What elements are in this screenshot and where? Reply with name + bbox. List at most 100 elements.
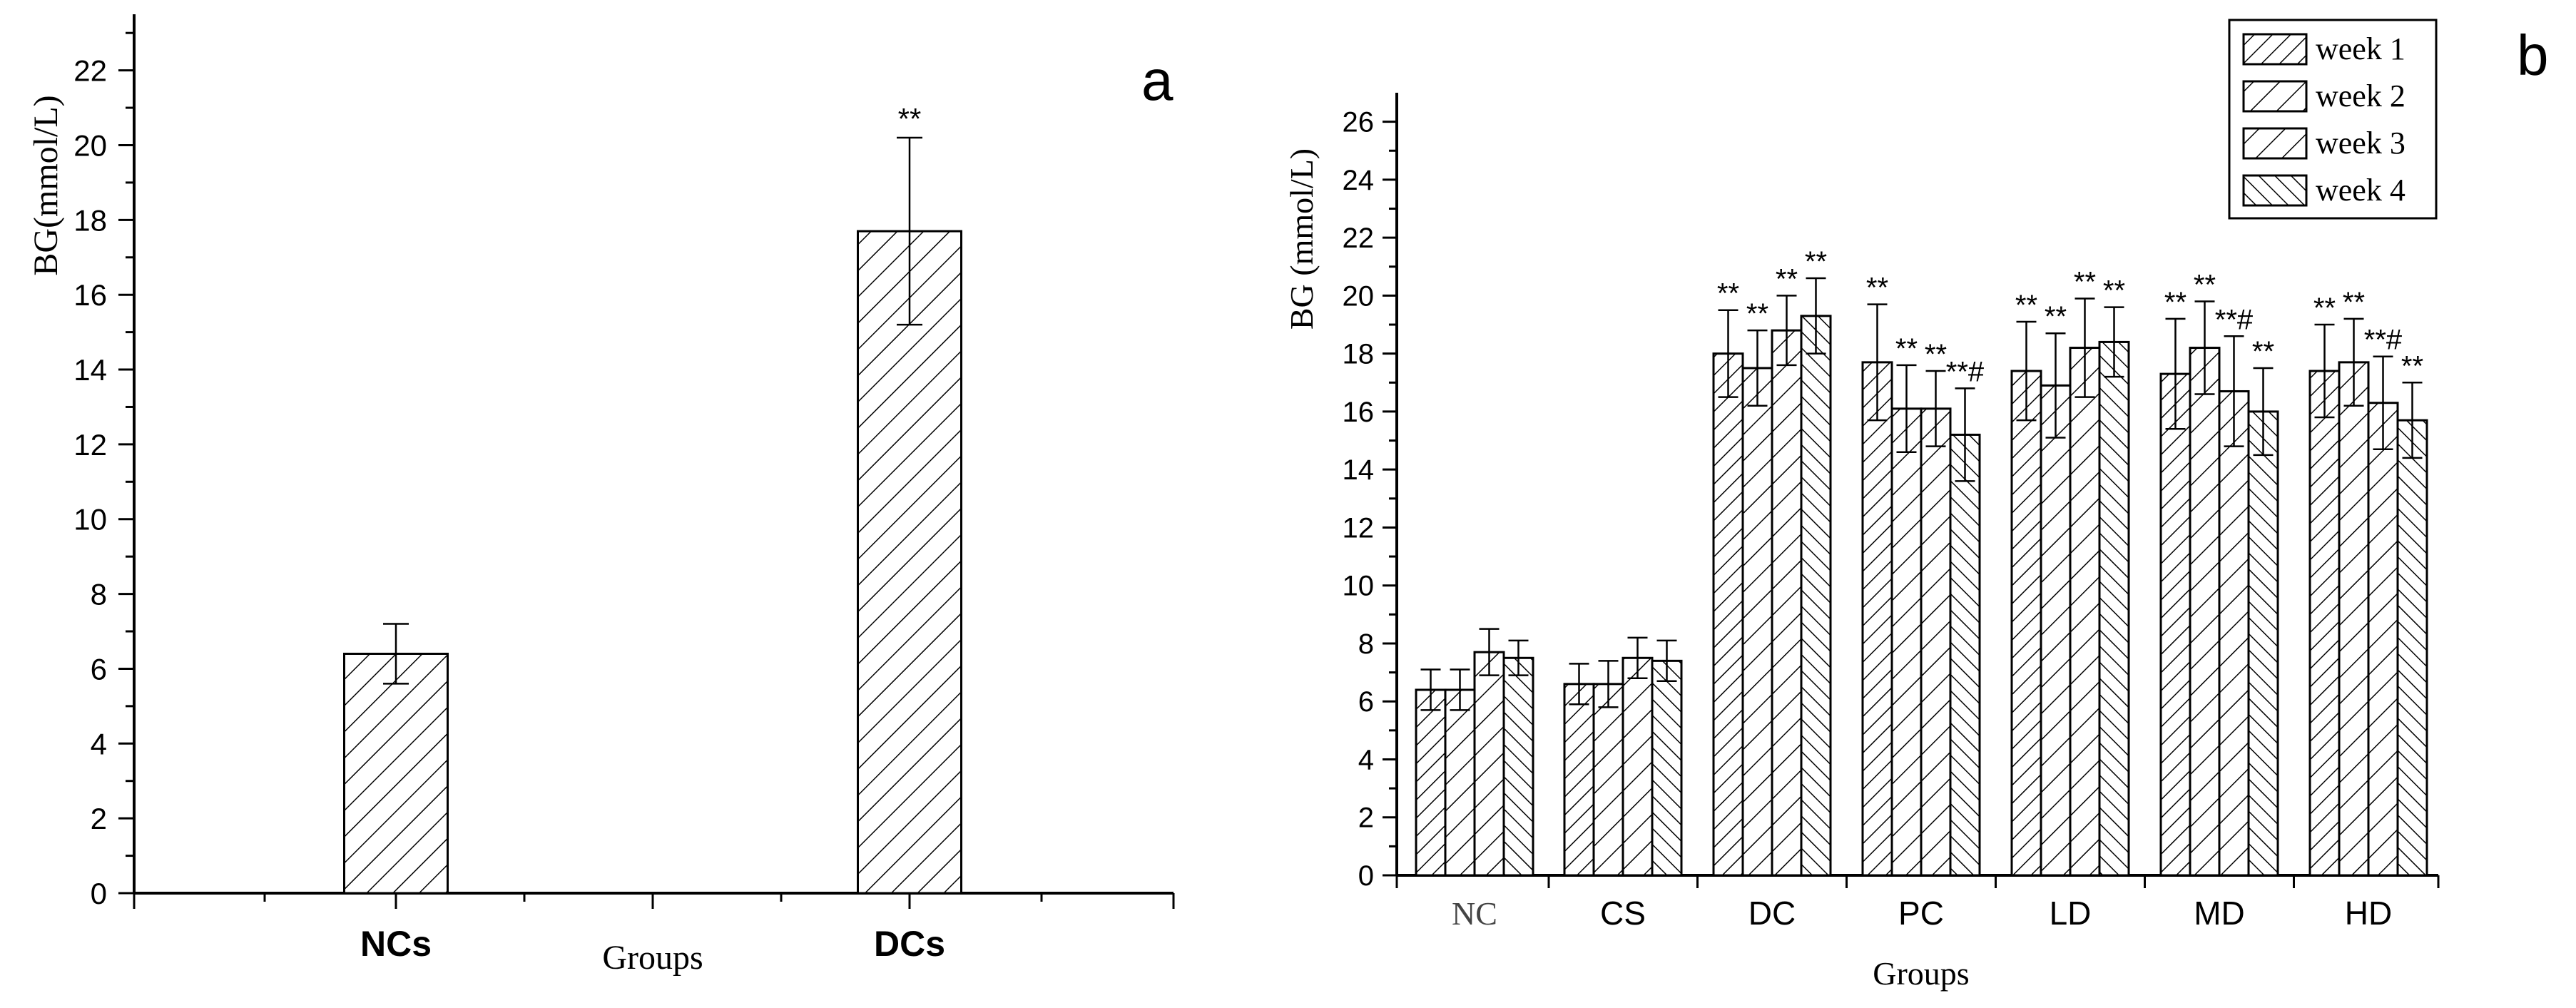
- legend-label: week 1: [2316, 31, 2406, 66]
- x-tick-label: PC: [1898, 895, 1944, 932]
- y-tick-label: 0: [91, 877, 107, 910]
- y-tick-label: 14: [1343, 454, 1375, 486]
- y-tick-label: 26: [1343, 107, 1375, 138]
- y-tick-label: 18: [73, 203, 107, 237]
- significance-label: **#: [2364, 325, 2403, 356]
- legend-swatch: [2242, 80, 2308, 113]
- bar-nc-week-1: [1415, 688, 1447, 877]
- y-tick-label: 10: [73, 503, 107, 536]
- y-tick-label: 12: [1343, 512, 1375, 544]
- y-tick-label: 0: [1358, 860, 1374, 892]
- y-tick-label: 22: [1343, 223, 1375, 254]
- bar-cs-week-3: [1622, 656, 1654, 877]
- legend-label: week 4: [2316, 173, 2406, 208]
- bar-md-week-3: [2218, 390, 2250, 877]
- y-tick-label: 6: [91, 652, 107, 686]
- x-tick-label: DC: [1748, 895, 1796, 932]
- significance-label: **: [2015, 290, 2037, 321]
- y-axis-title: BG (mmol/L): [1283, 148, 1320, 330]
- significance-label: **: [2045, 301, 2067, 332]
- bar-md-week-4: [2247, 410, 2279, 877]
- y-tick-label: 22: [73, 54, 107, 88]
- y-tick-label: 12: [73, 428, 107, 462]
- y-tick-label: 6: [1358, 686, 1374, 718]
- bar-dc-week-3: [1771, 329, 1803, 877]
- significance-label: **: [1866, 273, 1888, 304]
- bar-ld-week-3: [2069, 347, 2101, 877]
- bar-cs-week-4: [1651, 659, 1683, 877]
- x-tick-label: HD: [2345, 895, 2392, 932]
- legend-swatch: [2242, 127, 2308, 160]
- bar-dcs: [857, 230, 962, 895]
- y-tick-label: 24: [1343, 165, 1375, 196]
- y-tick-label: 20: [1343, 280, 1375, 312]
- x-tick-label: CS: [1600, 895, 1646, 932]
- significance-label: **: [1895, 333, 1918, 365]
- bar-hd-week-2: [2338, 361, 2370, 877]
- y-tick-label: 20: [73, 128, 107, 162]
- bar-ld-week-2: [2040, 384, 2072, 877]
- bar-pc-week-4: [1949, 433, 1981, 877]
- significance-label: **: [2194, 270, 2216, 301]
- y-tick-label: 18: [1343, 339, 1375, 370]
- bar-pc-week-1: [1861, 361, 1893, 877]
- y-tick-label: 16: [73, 278, 107, 312]
- bar-nc-week-2: [1444, 688, 1476, 877]
- significance-label: **: [2313, 292, 2336, 324]
- x-tick-label: LD: [2050, 895, 2092, 932]
- bar-cs-week-1: [1563, 683, 1595, 877]
- bar-hd-week-4: [2396, 419, 2428, 877]
- y-tick-label: 14: [73, 353, 107, 387]
- x-tick-label: MD: [2194, 895, 2245, 932]
- bar-md-week-1: [2159, 372, 2191, 877]
- y-tick-label: 10: [1343, 571, 1375, 602]
- significance-label: **: [2343, 287, 2365, 318]
- y-tick-label: 16: [1343, 397, 1375, 428]
- bar-dc-week-2: [1741, 367, 1773, 877]
- y-axis-title: BG(mmol/L): [27, 95, 65, 275]
- bar-dc-week-4: [1800, 315, 1832, 877]
- legend: week 1 week 2 week 3 week 4: [2228, 19, 2438, 220]
- significance-label: **: [2252, 336, 2274, 367]
- y-tick-label: 2: [1358, 803, 1374, 834]
- panel-b-letter: b: [2517, 24, 2549, 87]
- significance-label: **#: [2215, 304, 2254, 335]
- y-tick-label: 4: [1358, 744, 1374, 775]
- significance-label: **: [2164, 287, 2186, 318]
- panel-a-letter: a: [1141, 49, 1174, 112]
- x-tick-label: DCs: [874, 924, 945, 964]
- significance-label: **#: [1946, 356, 1985, 387]
- significance-label: **: [898, 102, 922, 136]
- significance-label: **: [2401, 350, 2423, 382]
- bar-ld-week-4: [2098, 340, 2130, 877]
- bar-md-week-2: [2189, 347, 2221, 877]
- panel-a-chart: 0 2 4 6 8 10 12 14 16 18 20 22 NCs ** DCs Groups BG(mmol…: [27, 14, 1175, 977]
- bar-cs-week-2: [1592, 683, 1624, 877]
- y-tick-label: 8: [91, 578, 107, 611]
- bar-ld-week-1: [2010, 370, 2042, 877]
- y-tick-label: 8: [1358, 628, 1374, 660]
- x-tick-label: NCs: [360, 924, 432, 964]
- y-tick-label: 4: [91, 727, 107, 760]
- significance-label: **: [1717, 278, 1739, 310]
- significance-label: **: [1746, 298, 1768, 330]
- significance-label: **: [1925, 339, 1947, 370]
- legend-swatch: [2242, 33, 2308, 66]
- significance-label: **: [2074, 266, 2096, 297]
- bar-nc-week-4: [1502, 656, 1534, 877]
- bar-pc-week-3: [1920, 407, 1952, 877]
- legend-swatch: [2242, 174, 2308, 207]
- bar-nc-week-3: [1473, 651, 1505, 877]
- legend-label: week 2: [2316, 78, 2406, 113]
- legend-label: week 3: [2316, 126, 2406, 161]
- significance-label: **: [1776, 263, 1798, 295]
- bar-pc-week-2: [1890, 407, 1923, 877]
- bar-hd-week-3: [2367, 402, 2399, 877]
- significance-label: **: [1805, 246, 1827, 278]
- y-tick-label: 2: [91, 802, 107, 835]
- x-axis-title: Groups: [602, 939, 703, 977]
- bar-hd-week-1: [2308, 370, 2341, 877]
- x-axis-title: Groups: [1873, 955, 1969, 992]
